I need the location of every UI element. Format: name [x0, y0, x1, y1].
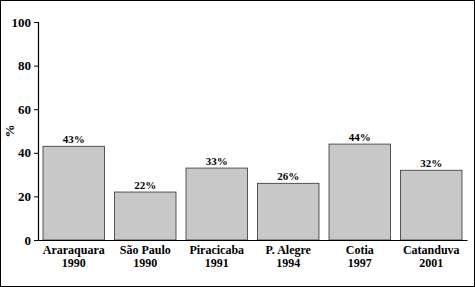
y-tick-mark: [34, 153, 38, 154]
y-tick-label: 20: [18, 189, 31, 204]
x-tick-label: Cotia1997: [346, 243, 374, 270]
y-tick-mark: [34, 109, 38, 110]
y-tick-mark: [34, 22, 38, 23]
x-tick: Catanduva2001: [403, 243, 460, 270]
x-axis-line: [39, 240, 468, 241]
x-tick: Piracicaba1991: [189, 243, 244, 270]
bar: [115, 192, 176, 240]
page-border: [1, 1, 475, 287]
y-tick: 20: [18, 189, 38, 204]
x-tick-label: Piracicaba1991: [189, 243, 244, 270]
y-tick: 0: [25, 233, 39, 248]
bar: [401, 170, 462, 240]
bar: [186, 168, 247, 240]
y-tick-label: 40: [18, 145, 31, 160]
y-tick: 80: [18, 58, 38, 73]
data-label: 43%: [63, 133, 85, 145]
data-label: 22%: [134, 179, 156, 191]
y-tick-label: 80: [18, 58, 31, 73]
data-labels: 43% 22% 33% 26% 44% 32%: [63, 131, 443, 191]
y-axis-line: [34, 23, 39, 241]
x-tick-label: Araraquara1990: [43, 243, 105, 270]
plot: 0 20 40 60 80 100 Araraquara1990 São Paulo1990 P…: [12, 15, 468, 270]
y-tick-label: 100: [12, 15, 32, 30]
data-label: 44%: [349, 131, 371, 143]
y-tick: 40: [18, 145, 38, 160]
x-tick-label: São Paulo1990: [120, 243, 171, 270]
bars: [43, 144, 462, 240]
data-label: 32%: [420, 157, 442, 169]
data-label: 26%: [277, 170, 299, 182]
y-tick-label: 0: [25, 233, 32, 248]
chart: 0 20 40 60 80 100 Araraquara1990 São Paulo1990 P…: [0, 0, 475, 287]
y-tick-label: 60: [18, 102, 31, 117]
y-tick-mark: [34, 196, 38, 197]
bar: [258, 183, 319, 240]
y-tick: 60: [18, 102, 38, 117]
x-tick: São Paulo1990: [120, 243, 171, 270]
x-tick: P. Alegre1994: [266, 243, 312, 270]
x-tick: Cotia1997: [346, 243, 374, 270]
data-label: 33%: [206, 155, 228, 167]
x-tick-label: P. Alegre1994: [266, 243, 312, 270]
bar: [43, 146, 104, 240]
bar: [329, 144, 390, 240]
x-axis: Araraquara1990 São Paulo1990 Piracicaba199…: [39, 241, 468, 270]
y-tick-mark: [34, 66, 38, 67]
y-axis-title: %: [2, 125, 17, 138]
x-tick-label: Catanduva2001: [403, 243, 460, 270]
y-tick-mark: [34, 240, 38, 241]
x-tick: Araraquara1990: [43, 243, 105, 270]
y-tick: 100: [12, 15, 39, 30]
